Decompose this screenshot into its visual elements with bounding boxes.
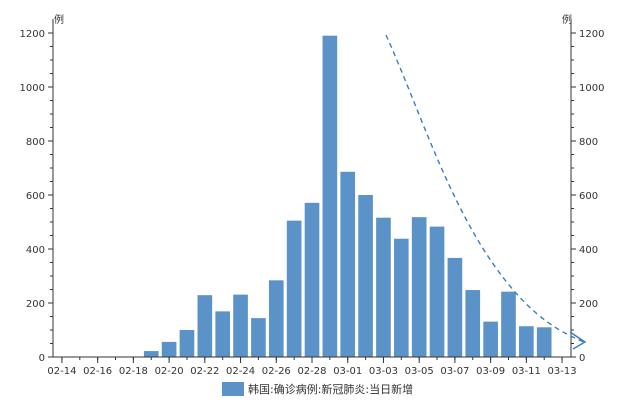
left-y-tick-label: 1000	[20, 83, 45, 94]
bar-02-23[interactable]	[215, 311, 231, 357]
bar-02-19[interactable]	[143, 351, 159, 357]
right-y-tick-label: 800	[579, 137, 598, 148]
x-tick-label: 03-01	[333, 366, 362, 377]
right-axis-unit: 例	[562, 13, 572, 26]
bar-03-01[interactable]	[340, 171, 356, 357]
right-y-tick-label: 1200	[579, 29, 604, 40]
bar-02-21[interactable]	[179, 330, 195, 357]
bar-03-11[interactable]	[519, 326, 534, 357]
trend-arrowhead	[569, 331, 587, 350]
left-y-tick-label: 400	[26, 245, 45, 256]
x-tick-label: 02-26	[262, 366, 291, 377]
x-tick-label: 03-11	[512, 366, 541, 377]
bar-03-04[interactable]	[393, 238, 409, 357]
bar-03-02[interactable]	[358, 195, 373, 357]
bar-02-28[interactable]	[304, 202, 320, 357]
bar-03-10[interactable]	[501, 291, 516, 357]
x-tick-label: 02-28	[297, 366, 326, 377]
x-tick-label: 02-16	[83, 366, 112, 377]
bar-02-20[interactable]	[161, 341, 177, 357]
left-y-tick-label: 0	[39, 353, 45, 364]
right-y-tick-label: 200	[579, 299, 598, 310]
legend[interactable]: 韩国:确诊病例:新冠肺炎:当日新增	[222, 382, 413, 396]
bar-03-05[interactable]	[411, 217, 427, 357]
bar-03-06[interactable]	[429, 226, 445, 357]
x-tick-label: 02-18	[119, 366, 148, 377]
bar-03-03[interactable]	[376, 217, 391, 357]
x-tick-label: 03-07	[440, 366, 469, 377]
left-y-tick-label: 1200	[20, 29, 45, 40]
x-tick-label: 02-22	[190, 366, 219, 377]
right-y-tick-label: 1000	[579, 83, 604, 94]
right-y-tick-label: 400	[579, 245, 598, 256]
axes-group: 0 0 200 200 400 400 600 600 800 800 1000 1000 1200 12…	[20, 19, 604, 377]
bar-02-26[interactable]	[268, 280, 284, 357]
right-y-tick-label: 0	[579, 353, 585, 364]
x-tick-label: 03-09	[476, 366, 505, 377]
left-axis-unit: 例	[54, 13, 64, 26]
bar-03-12[interactable]	[536, 327, 552, 357]
legend-swatch	[222, 382, 244, 396]
bar-02-29[interactable]	[322, 35, 338, 357]
bar-03-09[interactable]	[483, 321, 498, 357]
right-y-tick-label: 600	[579, 191, 598, 202]
bar-02-27[interactable]	[286, 220, 302, 357]
x-tick-label: 03-03	[369, 366, 398, 377]
bar-03-08[interactable]	[465, 290, 481, 357]
bars-group	[143, 35, 552, 357]
x-tick-label: 02-14	[47, 366, 76, 377]
left-y-tick-label: 600	[26, 191, 45, 202]
trend-group	[385, 34, 587, 350]
x-tick-label: 03-13	[548, 366, 577, 377]
legend-label: 韩国:确诊病例:新冠肺炎:当日新增	[248, 382, 413, 396]
x-tick-label: 02-24	[226, 366, 255, 377]
left-y-tick-label: 200	[26, 299, 45, 310]
bar-02-24[interactable]	[233, 294, 248, 357]
x-tick-label: 02-20	[155, 366, 184, 377]
bar-03-07[interactable]	[447, 257, 463, 357]
left-y-tick-label: 800	[26, 137, 45, 148]
bar-02-22[interactable]	[197, 295, 213, 357]
trend-dashed-curve	[385, 34, 585, 343]
bar-02-25[interactable]	[251, 318, 266, 357]
x-tick-label: 03-05	[405, 366, 434, 377]
